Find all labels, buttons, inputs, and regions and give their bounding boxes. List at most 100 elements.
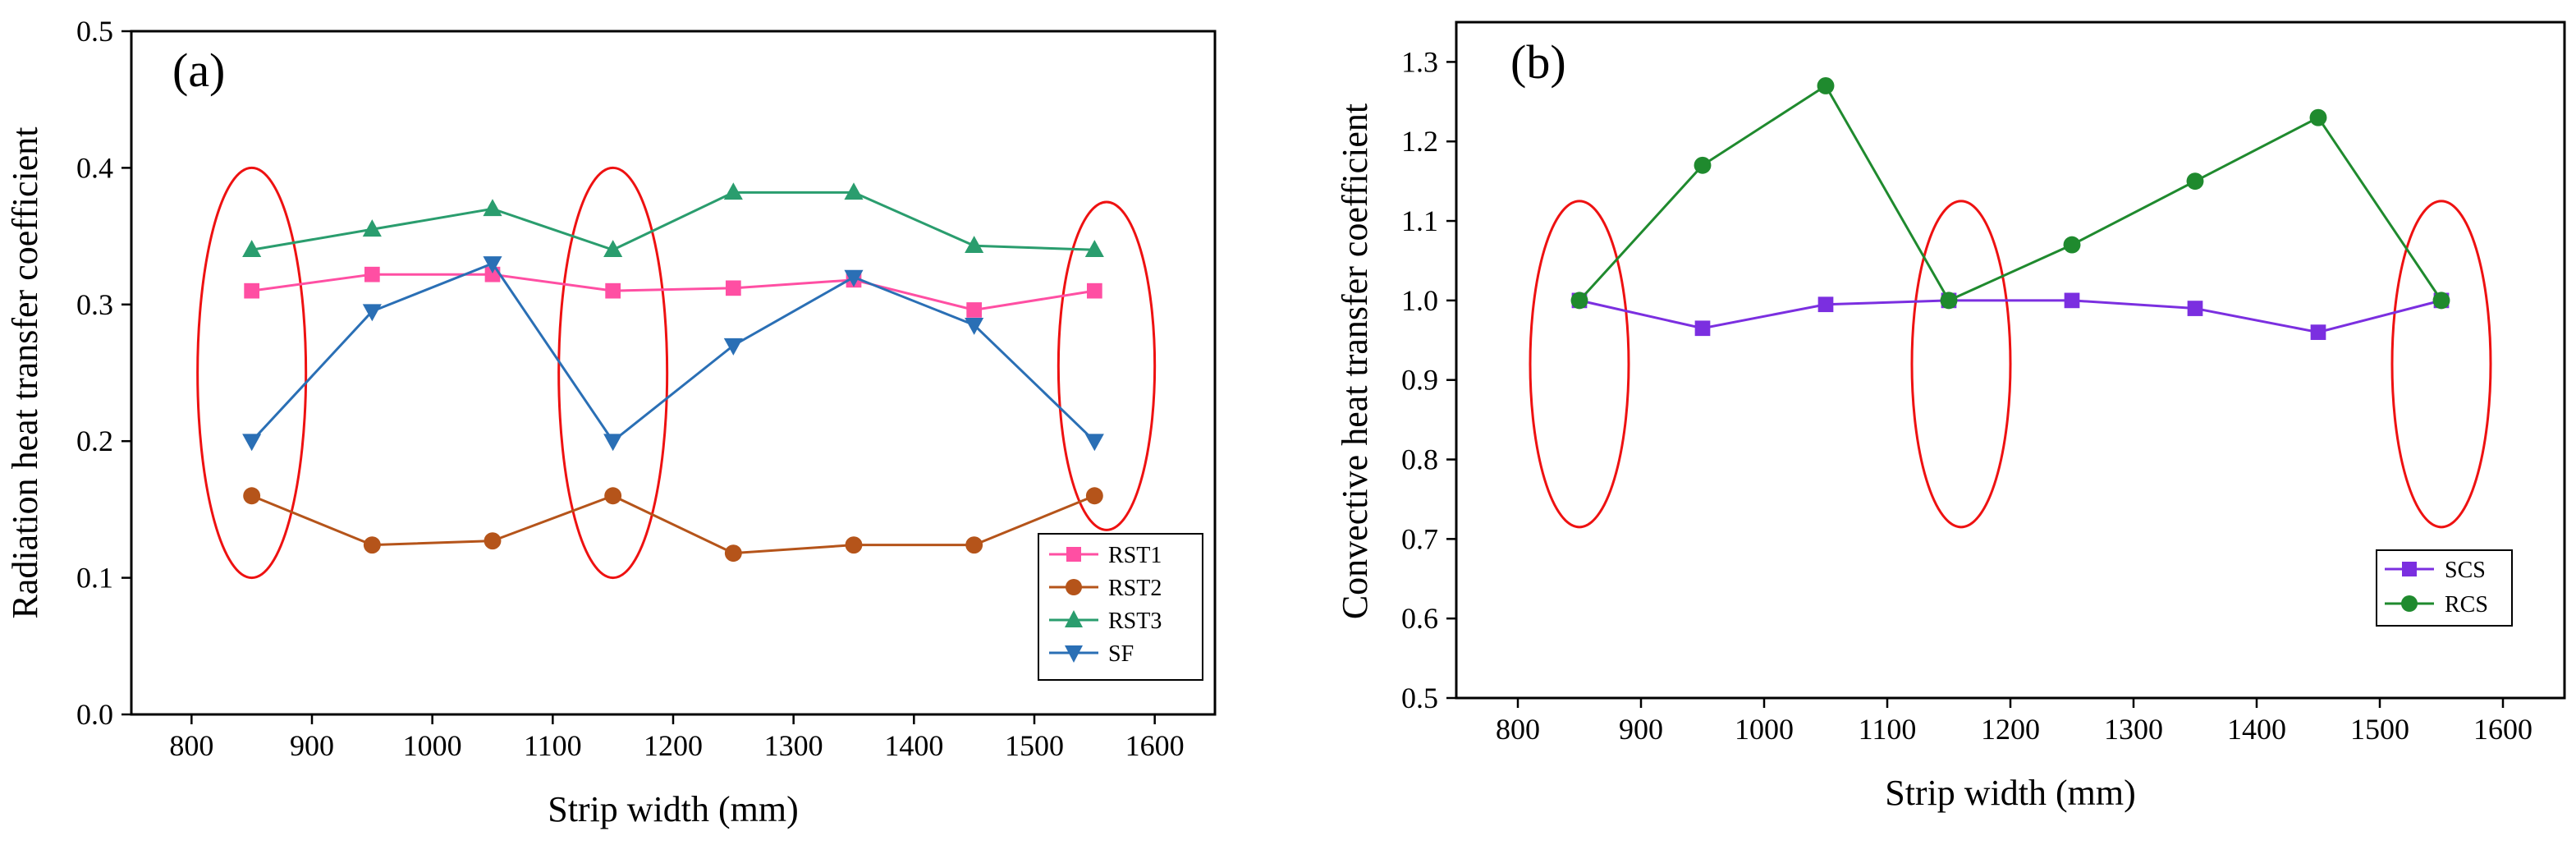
ticks-b: 800 900 1000 1100 1200 1300 1400 1500 1600 0.5 0.6… [1401, 45, 2532, 746]
x-tick-label-a-1300: 1300 [764, 729, 823, 762]
legend-marker-rst1 [1066, 547, 1081, 562]
data-point-scs-950 [1694, 320, 1711, 337]
y-tick-label-b-5: 1.0 [1401, 284, 1438, 317]
x-tick-label-a-1200: 1200 [644, 729, 703, 762]
highlight-ellipse-a-3 [1057, 200, 1157, 531]
x-tick-label-a-1600: 1600 [1125, 729, 1185, 762]
series-a [242, 182, 1104, 563]
legend-label-rcs: RCS [2445, 592, 2488, 618]
y-tick-label-a-3: 0.3 [76, 288, 113, 321]
data-point-rst1-1450 [966, 302, 983, 318]
data-point-sf-1550 [1084, 434, 1104, 452]
data-point-scs-1450 [2310, 324, 2326, 340]
y-tick-label-b-4: 0.9 [1401, 364, 1438, 397]
y-tick-label-a-2: 0.2 [76, 425, 113, 457]
series-line-rcs [1578, 84, 2443, 302]
y-tick-label-a-1: 0.1 [76, 562, 113, 595]
data-point-sf-1250 [723, 338, 743, 356]
legend-box-a [1038, 533, 1203, 681]
data-point-rst2-950 [363, 536, 381, 554]
data-point-rcs-950 [1694, 156, 1712, 174]
data-point-rst3-1350 [844, 182, 864, 200]
data-point-rcs-1050 [1817, 77, 1835, 94]
data-point-rst3-1550 [1084, 240, 1104, 258]
series-line-rst3 [251, 191, 1095, 251]
legend-marker-rst2 [1066, 579, 1082, 595]
legend-label-sf: SF [1108, 641, 1134, 667]
y-tick-label-b-1: 0.6 [1401, 602, 1438, 635]
legend-marker-rst3 [1065, 610, 1083, 627]
y-tick-label-b-3: 0.8 [1401, 443, 1438, 476]
highlight-ellipse-b-1 [1529, 200, 1630, 529]
data-point-rst2-1250 [724, 544, 742, 563]
data-point-sf-1450 [965, 317, 984, 335]
legend-entry-rst2: RST2 [1049, 576, 1162, 601]
y-tick-label-a-0: 0.0 [76, 698, 113, 731]
x-tick-label-a-1400: 1400 [884, 729, 943, 762]
legend-b: SCS RCS [2376, 549, 2513, 627]
x-tick-label-a-1100: 1100 [524, 729, 582, 762]
legend-entry-rst3: RST3 [1049, 608, 1162, 634]
data-point-scs-1250 [2064, 292, 2080, 309]
data-point-rst2-1150 [604, 487, 622, 505]
x-tick-label-b-900: 900 [1619, 713, 1663, 746]
data-point-rcs-1150 [1940, 292, 1958, 310]
highlight-ellipse-b-2 [1910, 200, 2012, 529]
highlight-ellipses-a [196, 166, 1157, 580]
legend-entry-sf: SF [1049, 641, 1134, 667]
x-tick-label-b-1300: 1300 [2104, 713, 2163, 746]
data-point-rst2-1550 [1085, 487, 1103, 505]
data-point-rst3-850 [242, 240, 262, 258]
legend-a: RST1 RST2 RST3 SF [1038, 533, 1203, 681]
series-line-scs [1579, 299, 2442, 334]
panel-label-a: (a) [172, 44, 225, 97]
y-tick-label-b-2: 0.7 [1401, 522, 1438, 555]
series-line-sf [250, 262, 1096, 443]
panel-b: 800 900 1000 1100 1200 1300 1400 1500 1600 0.5 0.6… [1335, 21, 2566, 813]
data-point-rcs-850 [1570, 292, 1588, 310]
legend-entry-rst1: RST1 [1049, 543, 1162, 568]
data-point-scs-1350 [2187, 301, 2203, 316]
data-point-sf-1350 [844, 269, 864, 287]
data-point-sf-950 [362, 304, 382, 322]
data-point-sf-1050 [483, 256, 502, 273]
x-tick-label-a-900: 900 [290, 729, 334, 762]
highlight-ellipse-a-2 [557, 166, 669, 580]
x-axis-title-a: Strip width (mm) [548, 789, 799, 829]
x-tick-label-a-800: 800 [169, 729, 213, 762]
legend-label-rst3: RST3 [1108, 608, 1162, 634]
data-point-rst1-950 [364, 266, 380, 282]
x-tick-label-b-1500: 1500 [2350, 713, 2409, 746]
data-point-sf-1150 [603, 434, 623, 452]
y-tick-label-b-0: 0.5 [1401, 682, 1438, 714]
legend-marker-rcs [2401, 595, 2418, 612]
y-tick-label-b-6: 1.1 [1401, 204, 1438, 237]
highlight-ellipse-a-1 [196, 166, 308, 580]
y-tick-label-a-5: 0.5 [76, 15, 113, 48]
series-line-rst1 [251, 273, 1095, 311]
highlight-ellipse-b-3 [2390, 200, 2492, 529]
data-point-rst2-1450 [965, 536, 983, 554]
legend-marker-sf [1065, 645, 1083, 663]
legend-label-rst2: RST2 [1108, 576, 1162, 601]
x-tick-label-b-1000: 1000 [1735, 713, 1794, 746]
data-point-rst3-950 [362, 219, 382, 237]
panel-a: 800 900 1000 1100 1200 1300 1400 1500 1600 0.0 0.1… [5, 15, 1217, 829]
data-point-rcs-1350 [2186, 172, 2204, 191]
data-point-rst3-1450 [965, 236, 984, 254]
legend-label-rst1: RST1 [1108, 543, 1162, 568]
data-point-rst3-1250 [723, 182, 743, 200]
data-point-rst1-850 [244, 282, 260, 299]
data-point-rst3-1150 [603, 240, 623, 258]
data-point-rst3-1050 [483, 199, 502, 217]
legend-marker-scs [2402, 562, 2417, 576]
data-point-rst2-1350 [845, 536, 863, 554]
y-tick-label-a-4: 0.4 [76, 151, 113, 184]
data-point-rst1-1550 [1086, 282, 1102, 299]
data-point-rst2-1050 [484, 532, 502, 550]
legend-entry-rcs: RCS [2385, 592, 2488, 618]
data-point-scs-1050 [1817, 296, 1834, 313]
data-point-sf-850 [242, 434, 262, 452]
ticks-a: 800 900 1000 1100 1200 1300 1400 1500 1600 0.0 0.1… [76, 15, 1185, 762]
